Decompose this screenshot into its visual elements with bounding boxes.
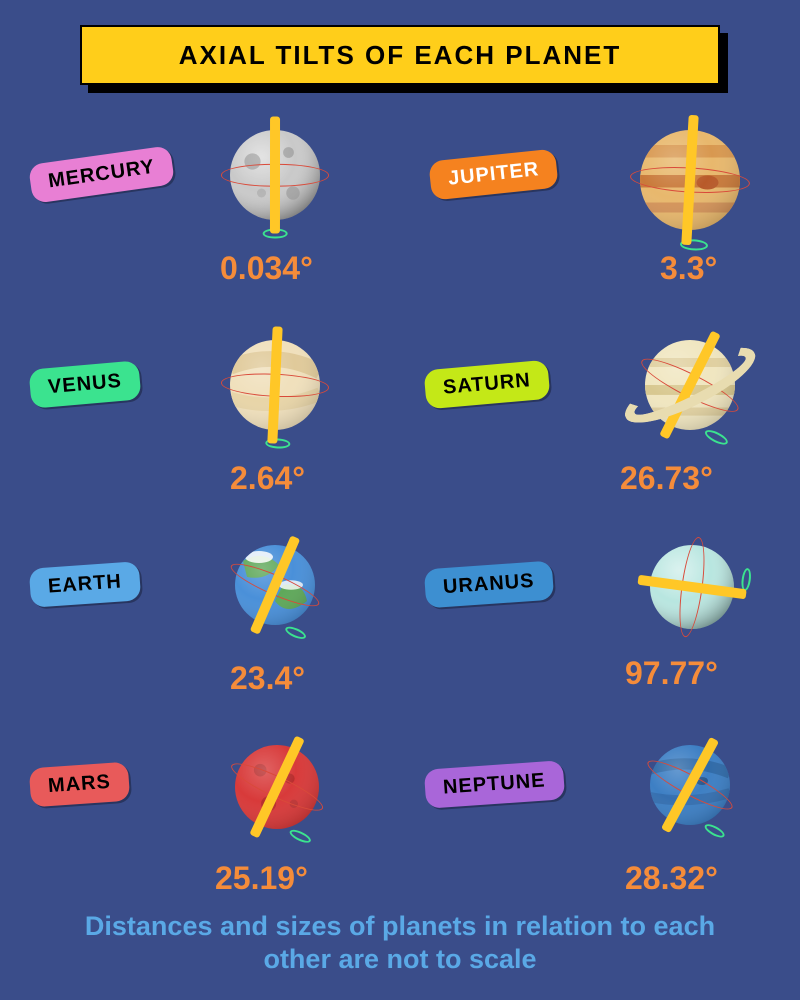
- planet-cell: URANUS 97.77°: [410, 530, 780, 720]
- direction-ring: [284, 624, 308, 641]
- planet-icon: [650, 745, 730, 825]
- planet-icon: [640, 130, 740, 230]
- planet-cell: MARS 25.19°: [20, 730, 390, 920]
- tilt-value: 0.034°: [220, 250, 313, 287]
- planet-cell: SATURN 26.73°: [410, 330, 780, 520]
- planet-icon: [230, 340, 320, 430]
- planet-icon: [235, 745, 319, 829]
- direction-ring: [288, 827, 313, 845]
- tilt-value: 26.73°: [620, 460, 713, 497]
- tilt-value: 97.77°: [625, 655, 718, 692]
- planets-grid: MERCURY 0.034° JUPITER: [20, 130, 780, 920]
- tilt-value: 28.32°: [625, 860, 718, 897]
- planet-cell: NEPTUNE 28.32°: [410, 730, 780, 920]
- tilt-value: 23.4°: [230, 660, 305, 697]
- tilt-value: 25.19°: [215, 860, 308, 897]
- planet-cell: MERCURY 0.034°: [20, 130, 390, 320]
- tilt-value: 3.3°: [660, 250, 717, 287]
- direction-ring: [703, 427, 730, 447]
- planet-label: NEPTUNE: [424, 760, 565, 809]
- planet-icon: [650, 545, 734, 629]
- planet-label: JUPITER: [428, 148, 559, 200]
- planet-label: VENUS: [29, 360, 142, 408]
- planet-icon: [235, 545, 315, 625]
- tilt-value: 2.64°: [230, 460, 305, 497]
- planet-label: SATURN: [424, 360, 551, 410]
- planet-cell: VENUS 2.64°: [20, 330, 390, 520]
- title-banner: AXIAL TILTS OF EACH PLANET: [80, 25, 720, 85]
- planet-cell: EARTH 23.4°: [20, 530, 390, 720]
- planet-icon: [230, 130, 320, 220]
- planet-label: URANUS: [424, 561, 554, 609]
- title-text: AXIAL TILTS OF EACH PLANET: [179, 40, 621, 71]
- planet-label: MERCURY: [28, 145, 175, 204]
- planet-cell: JUPITER 3.3°: [410, 130, 780, 320]
- planet-label: EARTH: [29, 561, 141, 608]
- footer-note: Distances and sizes of planets in relati…: [60, 910, 740, 975]
- planet-label: MARS: [29, 762, 130, 808]
- planet-icon: [645, 340, 735, 430]
- axis-rod: [270, 116, 280, 233]
